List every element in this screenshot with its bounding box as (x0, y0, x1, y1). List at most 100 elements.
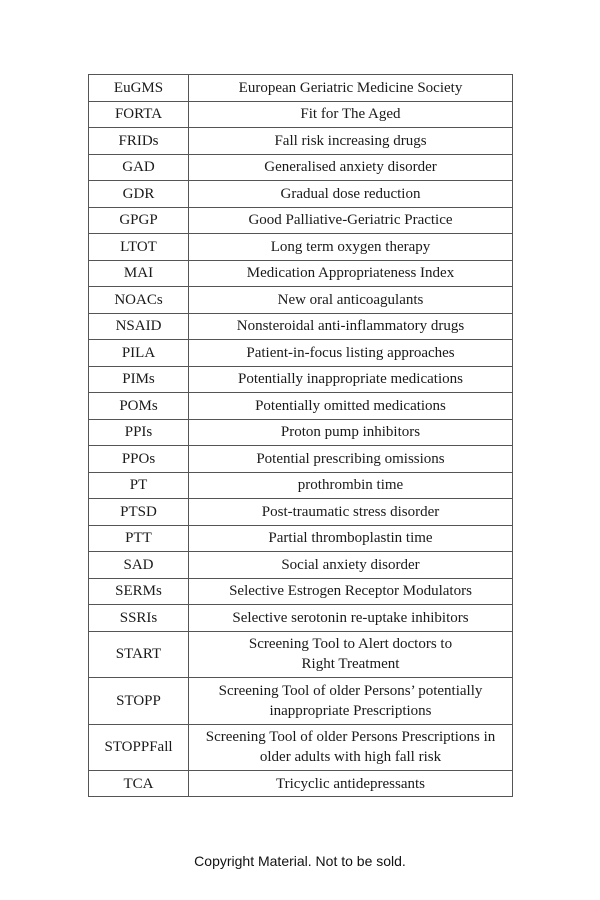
table-row: START Screening Tool to Alert doctors to R… (88, 630, 513, 678)
table-row: POMs Potentially omitted medications (88, 392, 513, 420)
abbreviation-cell: SERMs (88, 577, 189, 605)
table-row: FORTA Fit for The Aged (88, 100, 513, 128)
meaning-cell: Selective Estrogen Receptor Modulators (188, 577, 513, 605)
meaning-line: Social anxiety disorder (281, 556, 420, 573)
meaning-cell: Nonsteroidal anti-inflammatory drugs (188, 312, 513, 340)
meaning-cell: Potentially inappropriate medications (188, 365, 513, 393)
abbreviation-cell: SAD (88, 551, 189, 579)
abbreviation-cell: PILA (88, 339, 189, 367)
meaning-cell: Selective serotonin re-uptake inhibitors (188, 604, 513, 632)
table-row: SSRIs Selective serotonin re-uptake inhib… (88, 604, 513, 632)
abbreviation-cell: PPIs (88, 418, 189, 446)
meaning-line: Partial thromboplastin time (268, 530, 433, 547)
meaning-line: Potentially inappropriate medications (238, 371, 463, 388)
abbreviation-cell: FRIDs (88, 127, 189, 155)
meaning-cell: Medication Appropriateness Index (188, 259, 513, 287)
table-row: TCA Tricyclic antidepressants (88, 770, 513, 797)
table-row: STOPPFall Screening Tool of older Persons… (88, 723, 513, 771)
abbreviation-cell: PT (88, 471, 189, 499)
abbreviations-table-body: EuGMS European Geriatric Medicine Society… (88, 74, 513, 797)
table-row: STOPP Screening Tool of older Persons’ po… (88, 677, 513, 725)
meaning-line: Selective serotonin re-uptake inhibitors (232, 609, 469, 626)
meaning-cell: New oral anticoagulants (188, 286, 513, 314)
meaning-line: Gradual dose reduction (280, 185, 421, 202)
meaning-cell: prothrombin time (188, 471, 513, 499)
table-row: NOACs New oral anticoagulants (88, 286, 513, 314)
meaning-line: Screening Tool to Alert doctors to (248, 636, 453, 653)
table-row: SERMs Selective Estrogen Receptor Modulat… (88, 577, 513, 605)
abbreviation-cell: LTOT (88, 233, 189, 261)
meaning-cell: Good Palliative-Geriatric Practice (188, 206, 513, 234)
meaning-line: prothrombin time (297, 477, 404, 494)
table-row: EuGMS European Geriatric Medicine Society (88, 74, 513, 102)
meaning-cell: Screening Tool of older Persons Prescrip… (188, 723, 513, 771)
table-row: MAI Medication Appropriateness Index (88, 259, 513, 287)
table-row: PILA Patient-in-focus listing approaches (88, 339, 513, 367)
meaning-line: Tricyclic antidepressants (276, 775, 425, 792)
table-row: PPIs Proton pump inhibitors (88, 418, 513, 446)
abbreviation-cell: PPOs (88, 445, 189, 473)
meaning-line: Generalised anxiety disorder (264, 159, 437, 176)
meaning-cell: Gradual dose reduction (188, 180, 513, 208)
table-row: GDR Gradual dose reduction (88, 180, 513, 208)
table-row: FRIDs Fall risk increasing drugs (88, 127, 513, 155)
meaning-cell: Screening Tool to Alert doctors to Right … (188, 630, 513, 678)
meaning-cell: Potential prescribing omissions (188, 445, 513, 473)
abbreviation-cell: MAI (88, 259, 189, 287)
abbreviation-cell: EuGMS (88, 74, 189, 102)
abbreviation-cell: START (88, 630, 189, 678)
abbreviation-cell: FORTA (88, 100, 189, 128)
table-row: PT prothrombin time (88, 471, 513, 499)
table-row: NSAID Nonsteroidal anti-inflammatory drug… (88, 312, 513, 340)
meaning-line: inappropriate Prescriptions (269, 702, 432, 719)
abbreviation-cell: GPGP (88, 206, 189, 234)
meaning-line: Patient-in-focus listing approaches (246, 344, 455, 361)
abbreviation-cell: PTSD (88, 498, 189, 526)
meaning-line: Good Palliative-Geriatric Practice (248, 212, 453, 229)
table-row: LTOT Long term oxygen therapy (88, 233, 513, 261)
meaning-line: Fit for The Aged (300, 106, 401, 123)
meaning-cell: Tricyclic antidepressants (188, 770, 513, 797)
meaning-line: Right Treatment (301, 656, 400, 673)
table-row: PTSD Post-traumatic stress disorder (88, 498, 513, 526)
abbreviations-table: EuGMS European Geriatric Medicine Society… (88, 74, 513, 797)
meaning-cell: Fall risk increasing drugs (188, 127, 513, 155)
meaning-cell: Potentially omitted medications (188, 392, 513, 420)
abbreviation-cell: GDR (88, 180, 189, 208)
abbreviation-cell: STOPP (88, 677, 189, 725)
abbreviation-cell: TCA (88, 770, 189, 797)
meaning-line: Potentially omitted medications (255, 397, 446, 414)
table-row: PPOs Potential prescribing omissions (88, 445, 513, 473)
abbreviation-cell: SSRIs (88, 604, 189, 632)
meaning-cell: Patient-in-focus listing approaches (188, 339, 513, 367)
meaning-line: Screening Tool of older Persons Prescrip… (205, 729, 496, 746)
meaning-line: Medication Appropriateness Index (246, 265, 455, 282)
meaning-line: Fall risk increasing drugs (274, 132, 427, 149)
meaning-line: older adults with high fall risk (259, 749, 442, 766)
meaning-cell: Fit for The Aged (188, 100, 513, 128)
meaning-line: Nonsteroidal anti-inflammatory drugs (236, 318, 465, 335)
table-row: PIMs Potentially inappropriate medication… (88, 365, 513, 393)
meaning-cell: Screening Tool of older Persons’ potenti… (188, 677, 513, 725)
table-row: PTT Partial thromboplastin time (88, 524, 513, 552)
meaning-line: New oral anticoagulants (277, 291, 424, 308)
table-row: GAD Generalised anxiety disorder (88, 153, 513, 181)
abbreviation-cell: NSAID (88, 312, 189, 340)
meaning-line: Screening Tool of older Persons’ potenti… (218, 682, 483, 699)
abbreviation-cell: NOACs (88, 286, 189, 314)
copyright-notice: Copyright Material. Not to be sold. (194, 853, 406, 869)
meaning-cell: European Geriatric Medicine Society (188, 74, 513, 102)
meaning-cell: Long term oxygen therapy (188, 233, 513, 261)
meaning-line: Selective Estrogen Receptor Modulators (229, 583, 472, 600)
abbreviation-cell: GAD (88, 153, 189, 181)
table-row: SAD Social anxiety disorder (88, 551, 513, 579)
abbreviation-cell: POMs (88, 392, 189, 420)
meaning-line: Potential prescribing omissions (256, 450, 445, 467)
abbreviation-cell: STOPPFall (88, 723, 189, 771)
table-row: GPGP Good Palliative-Geriatric Practice (88, 206, 513, 234)
abbreviation-cell: PIMs (88, 365, 189, 393)
meaning-line: Long term oxygen therapy (270, 238, 431, 255)
meaning-cell: Generalised anxiety disorder (188, 153, 513, 181)
meaning-cell: Partial thromboplastin time (188, 524, 513, 552)
abbreviation-cell: PTT (88, 524, 189, 552)
